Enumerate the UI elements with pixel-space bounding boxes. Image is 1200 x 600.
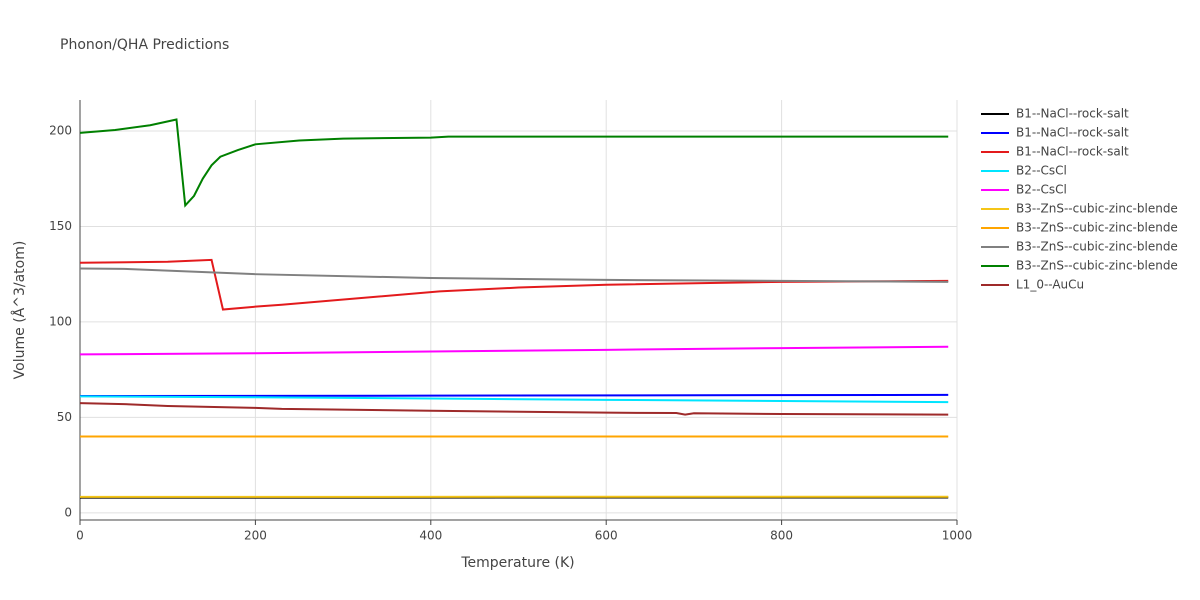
series-line [79,345,949,356]
x-tick-label: 200 [244,529,267,543]
x-tick-label: 1000 [942,529,973,543]
legend-label[interactable]: B2--CsCl [1016,164,1067,178]
y-tick-label: 0 [64,505,72,519]
legend-label[interactable]: B1--NaCl--rock-salt [1016,126,1129,140]
grid: 0 50 100 150 200 0 200 400 600 800 1000 [49,100,972,543]
series-line [79,402,949,416]
series-line [79,258,949,311]
chart-title: Phonon/QHA Predictions [60,37,229,53]
x-axis-title: Temperature (K) [460,555,574,571]
x-tick-label: 0 [76,529,84,543]
legend-label[interactable]: B3--ZnS--cubic-zinc-blende [1016,221,1178,235]
legend: B1--NaCl--rock-salt B1--NaCl--rock-salt B1… [981,107,1178,292]
y-tick-label: 150 [49,219,72,233]
x-tick-label: 800 [770,529,793,543]
legend-label[interactable]: B3--ZnS--cubic-zinc-blende [1016,240,1178,254]
series-line [79,267,949,283]
legend-label[interactable]: B1--NaCl--rock-salt [1016,145,1129,159]
x-tick-label: 400 [419,529,442,543]
legend-label[interactable]: L1_0--AuCu [1016,278,1084,292]
x-tick-label: 600 [595,529,618,543]
plot-area [79,118,949,499]
y-tick-label: 200 [49,123,72,137]
series-line [79,395,949,404]
series-line [79,118,949,208]
series-line [79,393,949,398]
legend-label[interactable]: B3--ZnS--cubic-zinc-blende [1016,259,1178,273]
y-tick-label: 50 [57,410,72,424]
legend-label[interactable]: B3--ZnS--cubic-zinc-blende [1016,202,1178,216]
legend-label[interactable]: B2--CsCl [1016,183,1067,197]
y-tick-label: 100 [49,314,72,328]
y-axis-title: Volume (Å^3/atom) [11,241,28,380]
legend-label[interactable]: B1--NaCl--rock-salt [1016,107,1129,121]
